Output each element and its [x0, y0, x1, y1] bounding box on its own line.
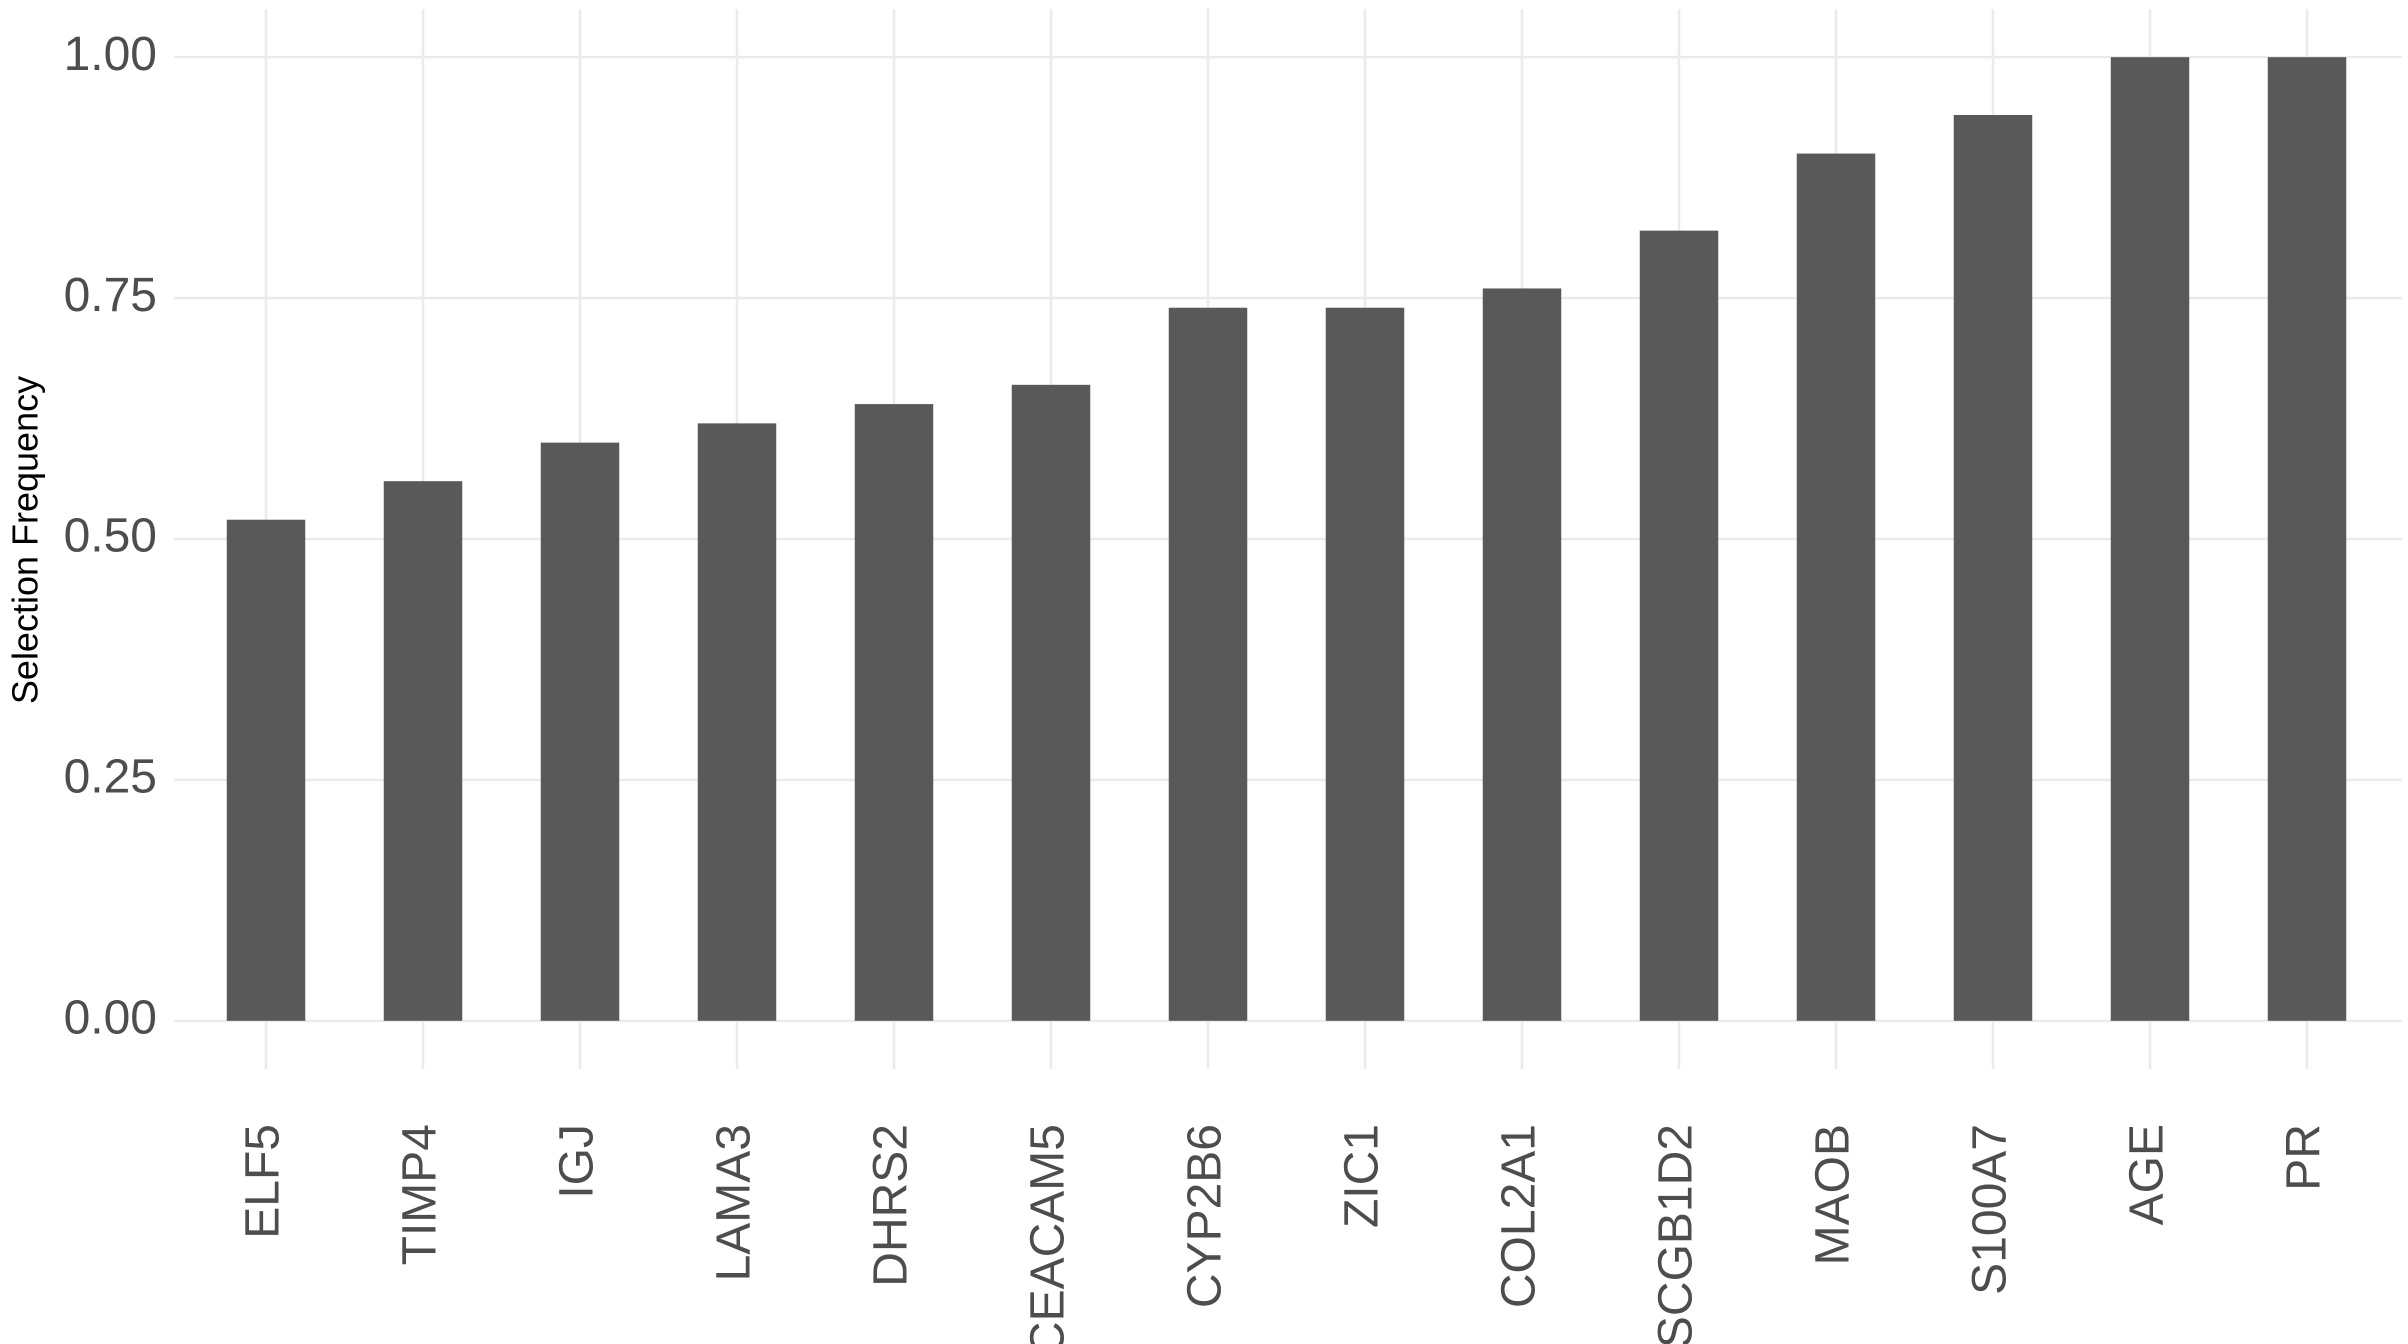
x-tick-label: ZIC1 [1336, 1124, 1389, 1228]
x-tick-label: COL2A1 [1493, 1124, 1546, 1308]
bar [226, 519, 306, 1021]
bar [383, 481, 463, 1021]
x-tick-label: SCGB1D2 [1650, 1124, 1703, 1344]
bar [1482, 288, 1562, 1021]
x-tick-label: MAOB [1807, 1124, 1860, 1265]
bar [697, 423, 777, 1021]
x-tick-label: S100A7 [1964, 1124, 2017, 1295]
y-tick-label: 0.25 [64, 751, 157, 804]
bar [854, 404, 934, 1021]
x-tick-label: CYP2B6 [1179, 1124, 1232, 1308]
y-tick-label: 0.00 [64, 991, 157, 1044]
bar [1325, 307, 1405, 1021]
y-tick-label: 0.50 [64, 510, 157, 563]
y-tick-label: 0.75 [64, 269, 157, 322]
bar [1011, 384, 1091, 1021]
x-tick-label: TIMP4 [394, 1124, 447, 1265]
bar [2267, 57, 2347, 1021]
bar [1168, 307, 1248, 1021]
x-tick-label: DHRS2 [865, 1124, 918, 1287]
x-tick-label: PR [2278, 1124, 2331, 1191]
y-axis-title: Selection Frequency [5, 376, 46, 704]
x-tick-label: CEACAM5 [1022, 1124, 1075, 1344]
x-tick-label: AGE [2121, 1124, 2174, 1225]
y-tick-label: 1.00 [64, 28, 157, 81]
x-tick-label: LAMA3 [708, 1124, 761, 1281]
bar [1639, 230, 1719, 1021]
x-tick-label: ELF5 [237, 1124, 290, 1239]
bar [2110, 57, 2190, 1021]
bar [540, 442, 620, 1021]
bar [1796, 153, 1876, 1021]
bar [1953, 115, 2033, 1021]
x-tick-label: IGJ [551, 1124, 604, 1199]
